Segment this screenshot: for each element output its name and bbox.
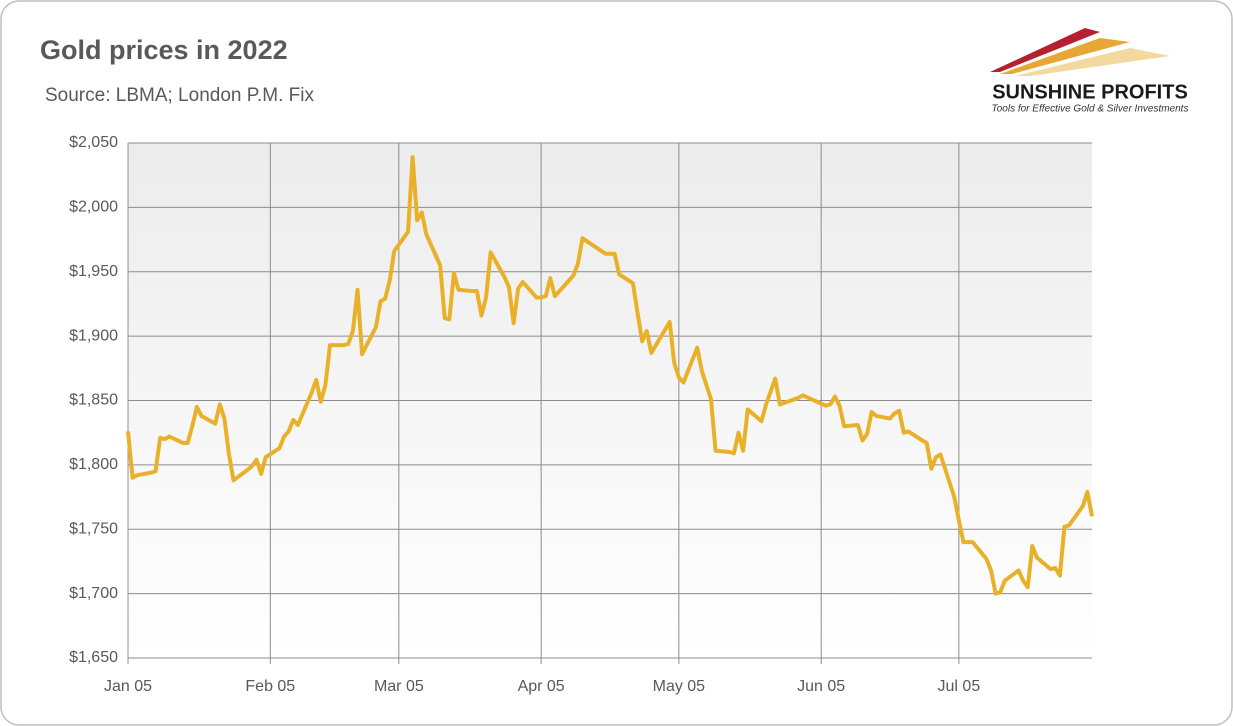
x-tick-label: Jul 05 xyxy=(938,678,981,695)
logo-swoosh xyxy=(1000,38,1130,74)
price-line xyxy=(126,155,1094,596)
x-tick-label: Apr 05 xyxy=(518,678,565,695)
y-tick-label: $1,850 xyxy=(69,392,118,409)
y-tick-label: $1,750 xyxy=(69,520,118,537)
logo-swoosh xyxy=(990,28,1100,72)
y-tick-label: $2,000 xyxy=(69,199,118,216)
y-tick-label: $1,800 xyxy=(69,456,118,473)
y-tick-label: $1,700 xyxy=(69,585,118,602)
logo-swoosh xyxy=(1015,48,1170,76)
x-tick-label: May 05 xyxy=(653,678,706,695)
x-tick-label: Jan 05 xyxy=(104,678,152,695)
y-tick-label: $1,950 xyxy=(69,263,118,280)
logo-title: SUNSHINE PROFITS xyxy=(992,81,1188,103)
logo-subtitle: Tools for Effective Gold & Silver Invest… xyxy=(992,104,1189,115)
logo: SUNSHINE PROFITS Tools for Effective Gol… xyxy=(990,28,1188,115)
x-tick-label: Jun 05 xyxy=(797,678,845,695)
chart-subtitle: Source: LBMA; London P.M. Fix xyxy=(45,85,314,106)
x-tick-label: Feb 05 xyxy=(245,678,295,695)
chart-title: Gold prices in 2022 xyxy=(40,35,288,65)
y-tick-label: $1,650 xyxy=(69,649,118,666)
x-tick-label: Mar 05 xyxy=(374,678,424,695)
y-tick-label: $2,050 xyxy=(69,134,118,151)
y-tick-label: $1,900 xyxy=(69,327,118,344)
